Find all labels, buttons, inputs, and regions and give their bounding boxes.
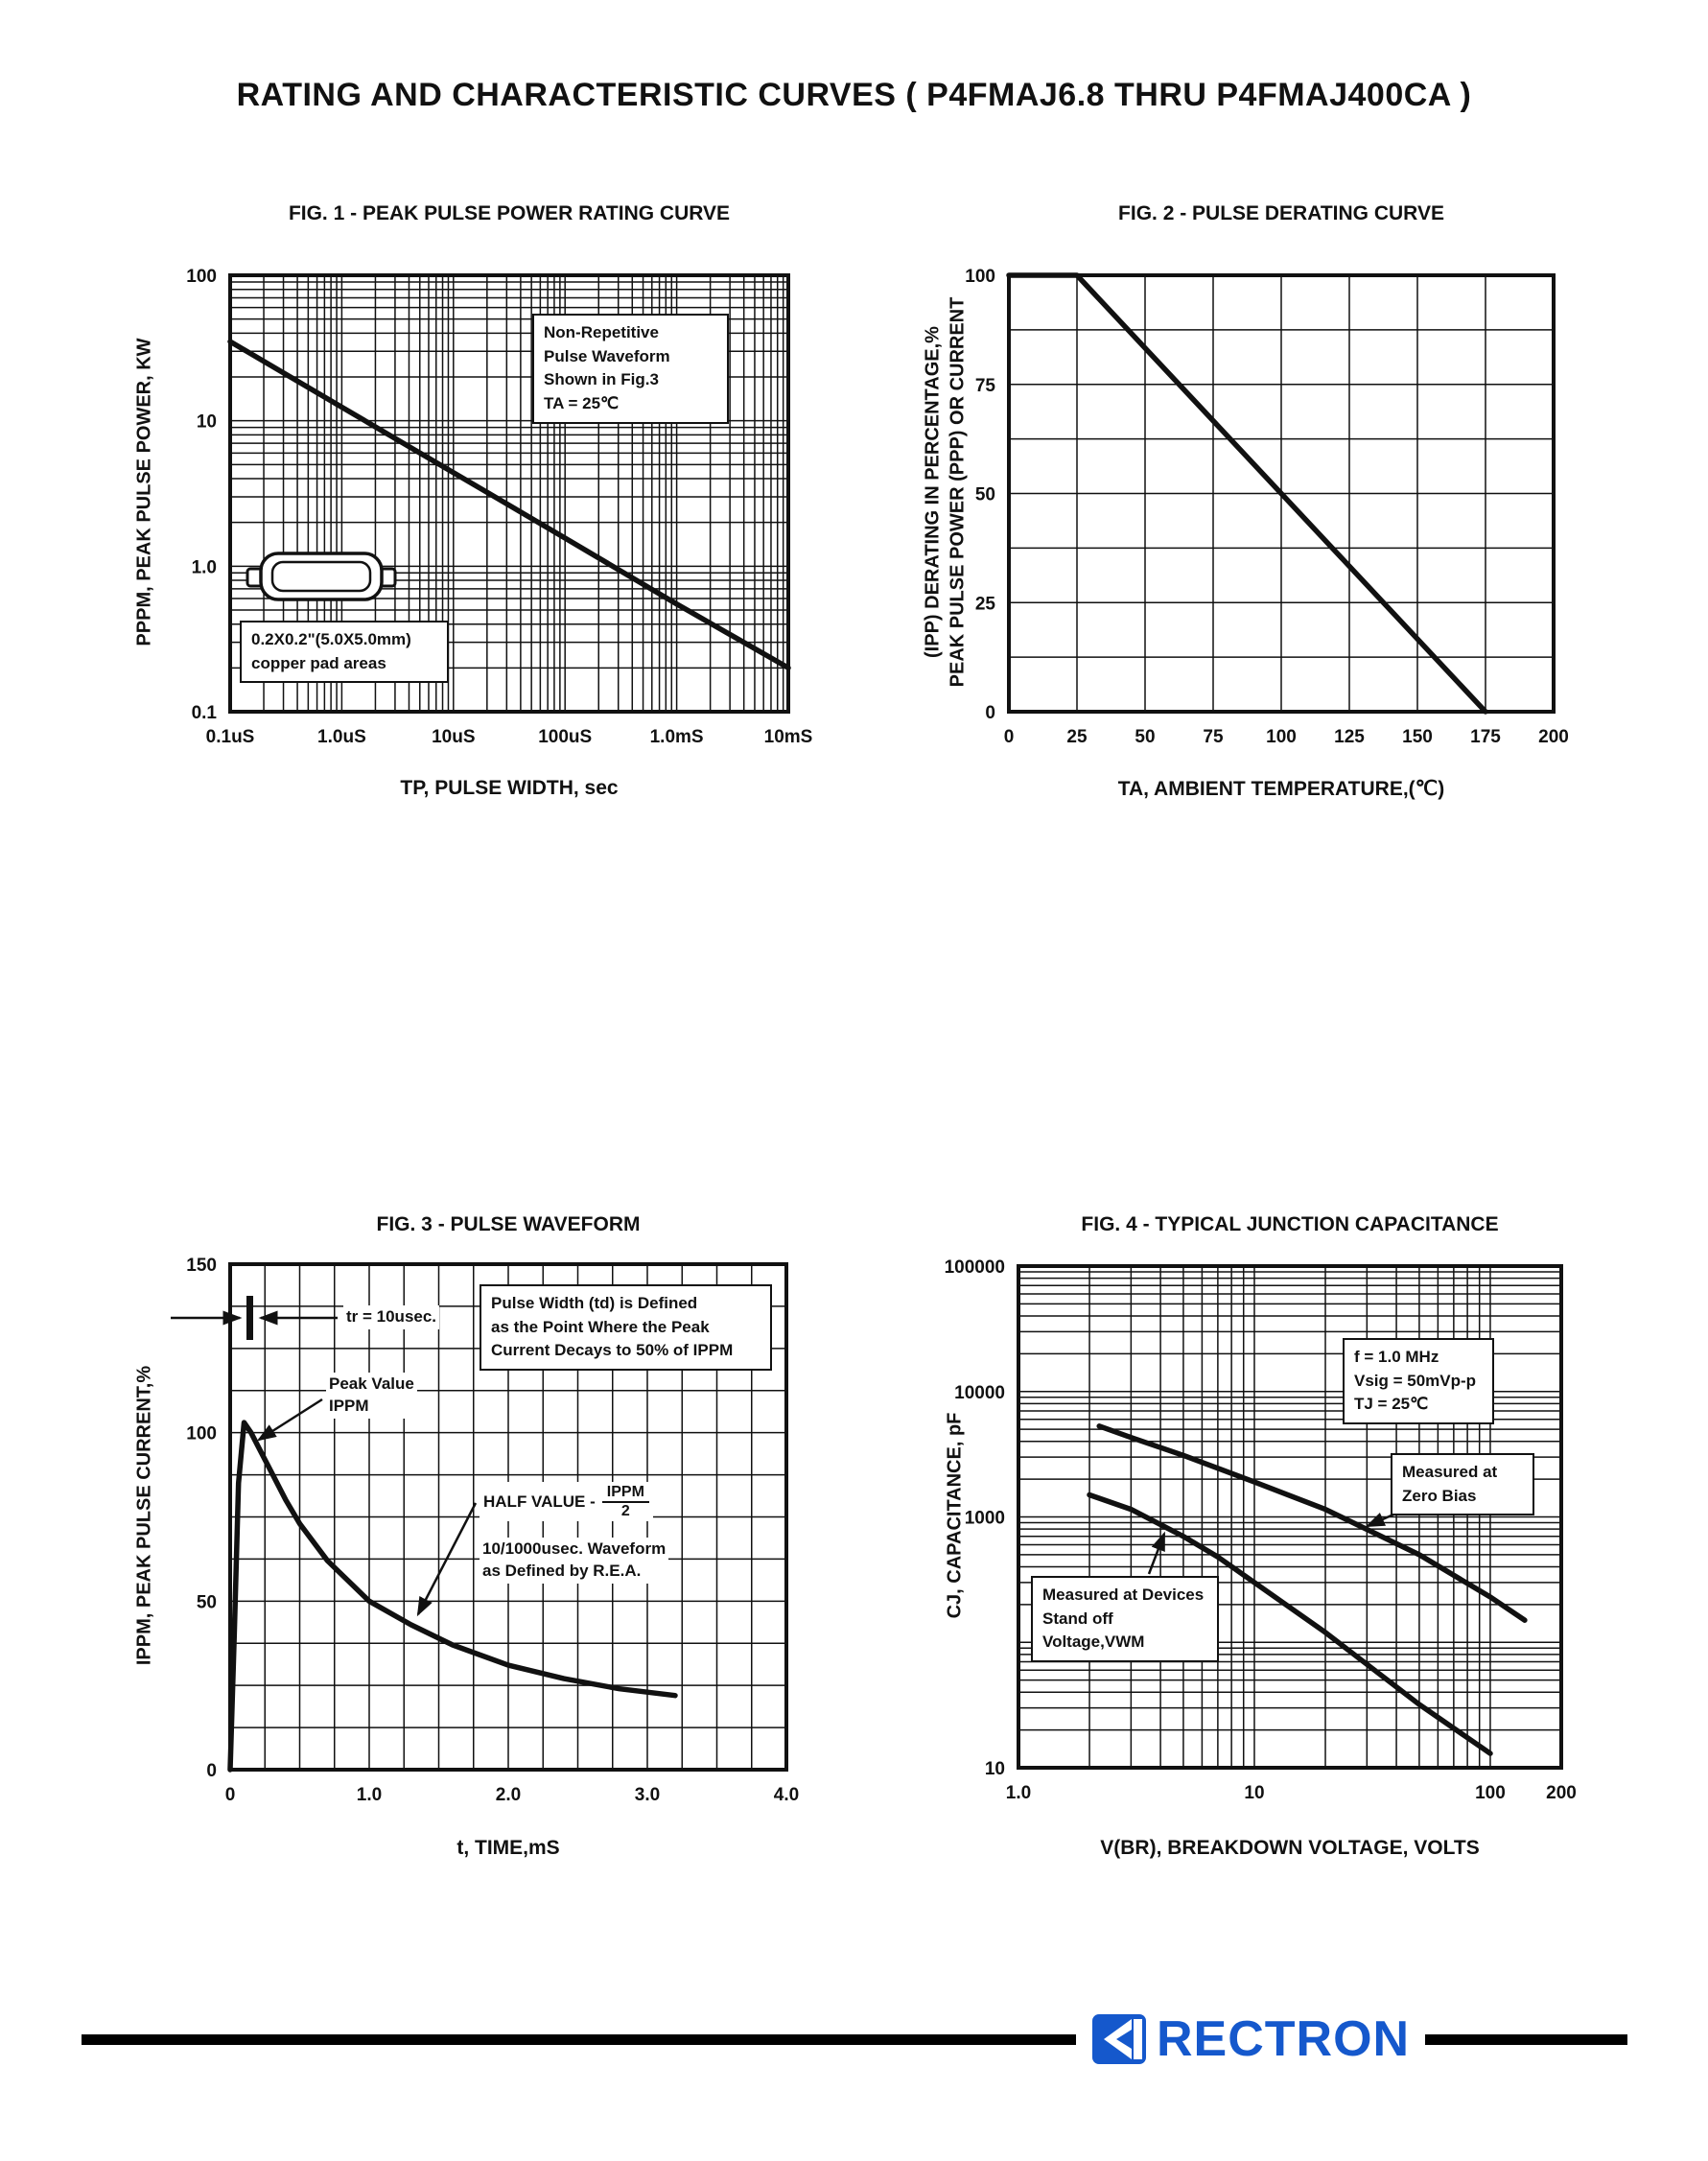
svg-text:0: 0 xyxy=(206,1761,217,1781)
svg-text:100: 100 xyxy=(1266,727,1297,747)
svg-text:75: 75 xyxy=(975,376,996,396)
svg-text:1000: 1000 xyxy=(965,1509,1005,1529)
svg-text:0.1uS: 0.1uS xyxy=(206,727,255,747)
fig4-y-axis-label: CJ, CAPACITANCE, pF xyxy=(944,1412,966,1619)
svg-text:100: 100 xyxy=(186,1424,217,1445)
half-value-fraction: IPPM 2 xyxy=(601,1484,649,1519)
fig3-title: FIG. 3 - PULSE WAVEFORM xyxy=(376,1213,641,1235)
svg-text:10000: 10000 xyxy=(954,1383,1005,1403)
svg-text:100: 100 xyxy=(186,267,217,287)
svg-text:50: 50 xyxy=(197,1592,217,1612)
svg-text:10mS: 10mS xyxy=(764,727,813,747)
svg-text:100: 100 xyxy=(1475,1783,1506,1803)
svg-text:1.0: 1.0 xyxy=(192,557,217,577)
series-zero-bias xyxy=(1096,1423,1528,1623)
series-derating xyxy=(1006,272,1488,715)
svg-text:1.0uS: 1.0uS xyxy=(317,727,366,747)
svg-text:10: 10 xyxy=(985,1759,1005,1779)
rectron-logo: RECTRON xyxy=(1076,2001,1426,2078)
fig1-x-axis-label: TP, PULSE WIDTH, sec xyxy=(400,777,619,799)
fig3-half-value-label: HALF VALUE - IPPM 2 xyxy=(480,1482,653,1522)
fig3-y-axis-label: IPPM, PEAK PULSE CURRENT,% xyxy=(133,1365,155,1666)
fig3-pulse-width-note: Pulse Width (td) is Defined as the Point… xyxy=(480,1284,772,1371)
svg-text:50: 50 xyxy=(975,485,995,505)
fig3-pulse-waveform-chart: FIG. 3 - PULSE WAVEFORM IPPM, PEAK PULSE… xyxy=(96,1175,863,1890)
svg-text:100uS: 100uS xyxy=(538,727,592,747)
half-value-text: HALF VALUE - xyxy=(483,1492,596,1511)
page-title: RATING AND CHARACTERISTIC CURVES ( P4FMA… xyxy=(236,77,1472,113)
fig4-zero-bias-note: Measured at Zero Bias xyxy=(1391,1453,1534,1516)
svg-text:50: 50 xyxy=(1135,727,1155,747)
svg-text:1.0mS: 1.0mS xyxy=(650,727,704,747)
fig2-plot: 0 25 50 75 100 125 150 175 200 0 25 50 75 100 xyxy=(965,267,1569,747)
footer-rule xyxy=(82,2034,1627,2045)
svg-text:100000: 100000 xyxy=(945,1257,1005,1278)
svg-text:4.0: 4.0 xyxy=(774,1785,799,1805)
svg-text:200: 200 xyxy=(1546,1783,1577,1803)
fig3-tr-label: tr = 10usec. xyxy=(343,1305,440,1329)
fig3-rea-note: 10/1000usec. Waveform as Defined by R.E.… xyxy=(480,1538,669,1584)
svg-text:10: 10 xyxy=(197,412,217,433)
svg-text:0: 0 xyxy=(225,1785,236,1805)
svg-text:0.1: 0.1 xyxy=(192,703,218,723)
svg-text:75: 75 xyxy=(1203,727,1224,747)
series-standoff-voltage xyxy=(1087,1492,1493,1756)
svg-text:10: 10 xyxy=(1244,1783,1264,1803)
svg-text:1.0: 1.0 xyxy=(357,1785,382,1805)
fig4-conditions-note: f = 1.0 MHz Vsig = 50mVp-p TJ = 25℃ xyxy=(1343,1338,1494,1424)
svg-text:175: 175 xyxy=(1470,727,1501,747)
fig4-title: FIG. 4 - TYPICAL JUNCTION CAPACITANCE xyxy=(1081,1213,1499,1235)
fraction-denominator: 2 xyxy=(620,1502,630,1519)
svg-text:10uS: 10uS xyxy=(432,727,475,747)
svg-text:0: 0 xyxy=(985,703,995,723)
svg-text:25: 25 xyxy=(1066,727,1088,747)
fig1-peak-pulse-power-chart: FIG. 1 - PEAK PULSE POWER RATING CURVE P… xyxy=(96,187,863,892)
svg-text:100: 100 xyxy=(965,267,995,287)
fig1-pad-note: 0.2X0.2"(5.0X5.0mm) copper pad areas xyxy=(240,621,449,684)
svg-text:25: 25 xyxy=(975,594,996,614)
svg-text:200: 200 xyxy=(1538,727,1569,747)
svg-text:125: 125 xyxy=(1334,727,1365,747)
fig2-y-axis-label: (IPP) DERATING IN PERCENTAGE,% PEAK PULS… xyxy=(922,296,969,688)
svg-text:0: 0 xyxy=(1004,727,1015,747)
fig3-x-axis-label: t, TIME,mS xyxy=(456,1837,560,1859)
svg-text:3.0: 3.0 xyxy=(635,1785,660,1805)
fig4-junction-capacitance-chart: FIG. 4 - TYPICAL JUNCTION CAPACITANCE CJ… xyxy=(906,1175,1664,1890)
rectron-logo-text: RECTRON xyxy=(1157,2011,1411,2067)
svg-text:2.0: 2.0 xyxy=(496,1785,521,1805)
fig4-x-axis-label: V(BR), BREAKDOWN VOLTAGE, VOLTS xyxy=(1100,1837,1480,1859)
rectron-logo-icon xyxy=(1092,2014,1146,2064)
fig1-note: Non-Repetitive Pulse Waveform Shown in F… xyxy=(532,314,729,424)
svg-text:1.0: 1.0 xyxy=(1006,1783,1031,1803)
fraction-numerator: IPPM xyxy=(601,1484,649,1503)
fig3-peak-value-label: Peak Value IPPM xyxy=(326,1373,417,1419)
fig2-title: FIG. 2 - PULSE DERATING CURVE xyxy=(1118,202,1444,224)
fig2-x-axis-label: TA, AMBIENT TEMPERATURE,(℃) xyxy=(1117,778,1445,800)
svg-text:150: 150 xyxy=(1402,727,1433,747)
fig1-title: FIG. 1 - PEAK PULSE POWER RATING CURVE xyxy=(288,202,731,224)
series-peak-pulse-power xyxy=(227,339,791,671)
fig1-plot: 0.1uS 1.0uS 10uS 100uS 1.0mS 10mS 100 10 1.0 0.1 xyxy=(186,267,812,747)
svg-text:150: 150 xyxy=(186,1256,217,1276)
fig2-pulse-derating-chart: FIG. 2 - PULSE DERATING CURVE (IPP) DERA… xyxy=(897,187,1654,892)
fig4-standoff-note: Measured at Devices Stand off Voltage,VW… xyxy=(1031,1576,1219,1662)
series-pulse-waveform xyxy=(227,1420,678,1773)
fig1-y-axis-label: PPPM, PEAK PULSE POWER, KW xyxy=(133,338,155,646)
